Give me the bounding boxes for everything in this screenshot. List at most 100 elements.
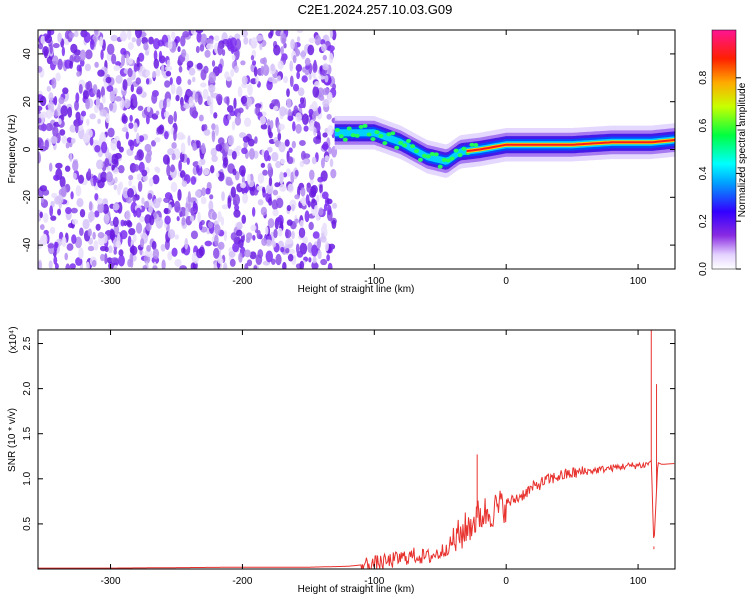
noise-blob (314, 34, 322, 46)
noise-blob (302, 236, 308, 244)
noise-blob (223, 230, 228, 242)
x-tick-label: -100 (364, 576, 384, 587)
noise-blob (287, 253, 294, 262)
noise-blob (70, 191, 74, 200)
noise-blob (190, 262, 196, 269)
noise-blob (245, 237, 251, 243)
noise-blob (285, 238, 293, 245)
noise-blob (79, 208, 86, 218)
noise-blob (70, 137, 76, 144)
noise-blob (230, 69, 235, 78)
noise-blob (202, 124, 208, 131)
noise-blob (223, 157, 229, 167)
noise-blob (259, 116, 267, 125)
noise-blob (178, 160, 182, 172)
noise-blob (321, 43, 327, 52)
noise-blob (233, 65, 239, 74)
noise-blob (175, 94, 180, 102)
noise-blob (282, 261, 287, 269)
noise-blob (127, 67, 133, 78)
noise-blob (272, 209, 279, 217)
noise-blob (279, 171, 284, 182)
signal-blob (370, 137, 376, 142)
noise-blob (148, 205, 153, 214)
noise-blob (52, 126, 59, 137)
noise-blob (83, 31, 91, 43)
noise-blob (199, 44, 205, 52)
noise-blob (286, 219, 293, 226)
noise-blob (47, 101, 55, 111)
noise-blob (321, 191, 329, 200)
noise-blob (214, 35, 220, 42)
noise-blob (73, 55, 81, 63)
noise-blob (48, 162, 53, 172)
noise-blob (112, 202, 120, 211)
noise-blob (94, 144, 101, 153)
noise-blob (65, 142, 70, 149)
noise-blob (201, 187, 206, 197)
figure-title: C2E1.2024.257.10.03.G09 (298, 2, 453, 17)
noise-blob (144, 248, 152, 257)
noise-blob (113, 264, 118, 269)
noise-blob (164, 215, 171, 225)
snr-y-label: SNR (10 * v/v) (7, 408, 18, 472)
noise-blob (51, 77, 57, 89)
snr-multiplier-label: (x10⁴) (8, 326, 19, 353)
noise-blob (255, 75, 259, 85)
noise-blob (173, 129, 177, 141)
noise-blob (100, 86, 105, 98)
noise-blob (235, 145, 242, 151)
noise-blob (76, 64, 82, 73)
y-tick-label: -40 (22, 237, 33, 252)
noise-blob (271, 99, 279, 105)
noise-blob (250, 224, 257, 232)
noise-blob (107, 127, 115, 138)
colorbar-tick-label: 0.8 (698, 70, 709, 84)
noise-blob (195, 164, 200, 173)
noise-blob (39, 95, 47, 107)
noise-blob (97, 232, 105, 239)
noise-blob (208, 200, 214, 212)
noise-blob (209, 165, 215, 174)
noise-blob (69, 60, 74, 69)
noise-blob (112, 216, 119, 228)
noise-blob (84, 63, 91, 72)
noise-blob (129, 139, 135, 151)
noise-blob (326, 254, 330, 262)
noise-blob (217, 63, 223, 74)
noise-blob (250, 55, 255, 61)
noise-blob (60, 186, 67, 198)
noise-blob (261, 237, 268, 246)
noise-blob (300, 49, 306, 60)
noise-blob (135, 132, 140, 144)
noise-blob (162, 154, 170, 165)
noise-blob (135, 222, 143, 234)
signal-blob (473, 142, 479, 147)
noise-blob (173, 111, 177, 123)
noise-blob (120, 229, 128, 240)
noise-blob (200, 33, 208, 46)
noise-blob (72, 172, 77, 180)
colorbar-tick-label: 0.2 (698, 214, 709, 228)
noise-blob (275, 253, 282, 266)
noise-blob (139, 238, 145, 248)
noise-blob (138, 161, 145, 173)
noise-blob (323, 227, 328, 237)
noise-blob (267, 218, 275, 229)
noise-blob (241, 75, 248, 85)
noise-blob (65, 263, 71, 269)
noise-blob (220, 216, 225, 227)
noise-blob (241, 30, 248, 38)
noise-blob (273, 44, 281, 56)
noise-blob (130, 245, 138, 256)
noise-blob (190, 230, 199, 240)
noise-blob (231, 150, 237, 160)
noise-blob (326, 113, 332, 120)
noise-blob (327, 91, 333, 103)
noise-blob (87, 211, 95, 222)
noise-blob (128, 227, 136, 236)
noise-blob (308, 73, 312, 81)
noise-blob (176, 86, 183, 98)
noise-blob (317, 249, 322, 260)
noise-blob (192, 200, 197, 213)
